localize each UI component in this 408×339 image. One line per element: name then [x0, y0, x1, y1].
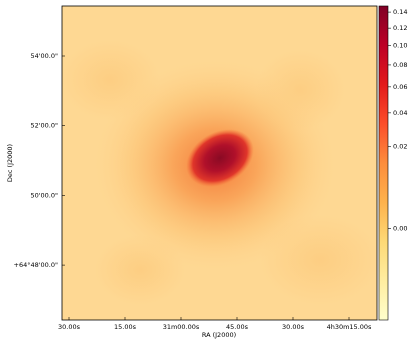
x-axis-label: RA (J2000): [202, 331, 236, 339]
y-tick-label: 52'00.0": [30, 122, 58, 130]
colorbar-tick-label: 0.02: [393, 143, 407, 151]
colorbar-tick-label: 0.12: [393, 24, 407, 32]
x-tick-label: 45.00s: [226, 323, 249, 331]
y-tick-label: 50'00.0": [30, 191, 58, 199]
colorbar-tick-label: 0.14: [393, 8, 407, 16]
colorbar-tick-label: 0.10: [393, 42, 407, 50]
x-tick-label: 30.00s: [58, 323, 81, 331]
chart: RA (J2000) Dec (J2000) 30.00s 15.00s 31m00…: [0, 0, 408, 339]
colorbar: [379, 6, 388, 320]
x-tick-label: 30.00s: [282, 323, 305, 331]
x-tick-label: 15.00s: [114, 323, 137, 331]
x-tick-label: 4h30m15.00s: [327, 323, 372, 331]
y-axis-label: Dec (J2000): [6, 144, 14, 182]
colorbar-tick-label: 0.04: [393, 109, 407, 117]
image: [60, 6, 380, 320]
y-tick-label: 54'00.0": [30, 52, 58, 60]
colorbar-tick-label: 0.08: [393, 61, 407, 69]
colorbar-tick-label: 0.06: [393, 83, 407, 91]
x-tick-label: 31m00.00s: [163, 323, 200, 331]
y-tick-label: +64°48'00.0": [14, 261, 59, 269]
colorbar-tick-label: 0.00: [393, 225, 407, 233]
